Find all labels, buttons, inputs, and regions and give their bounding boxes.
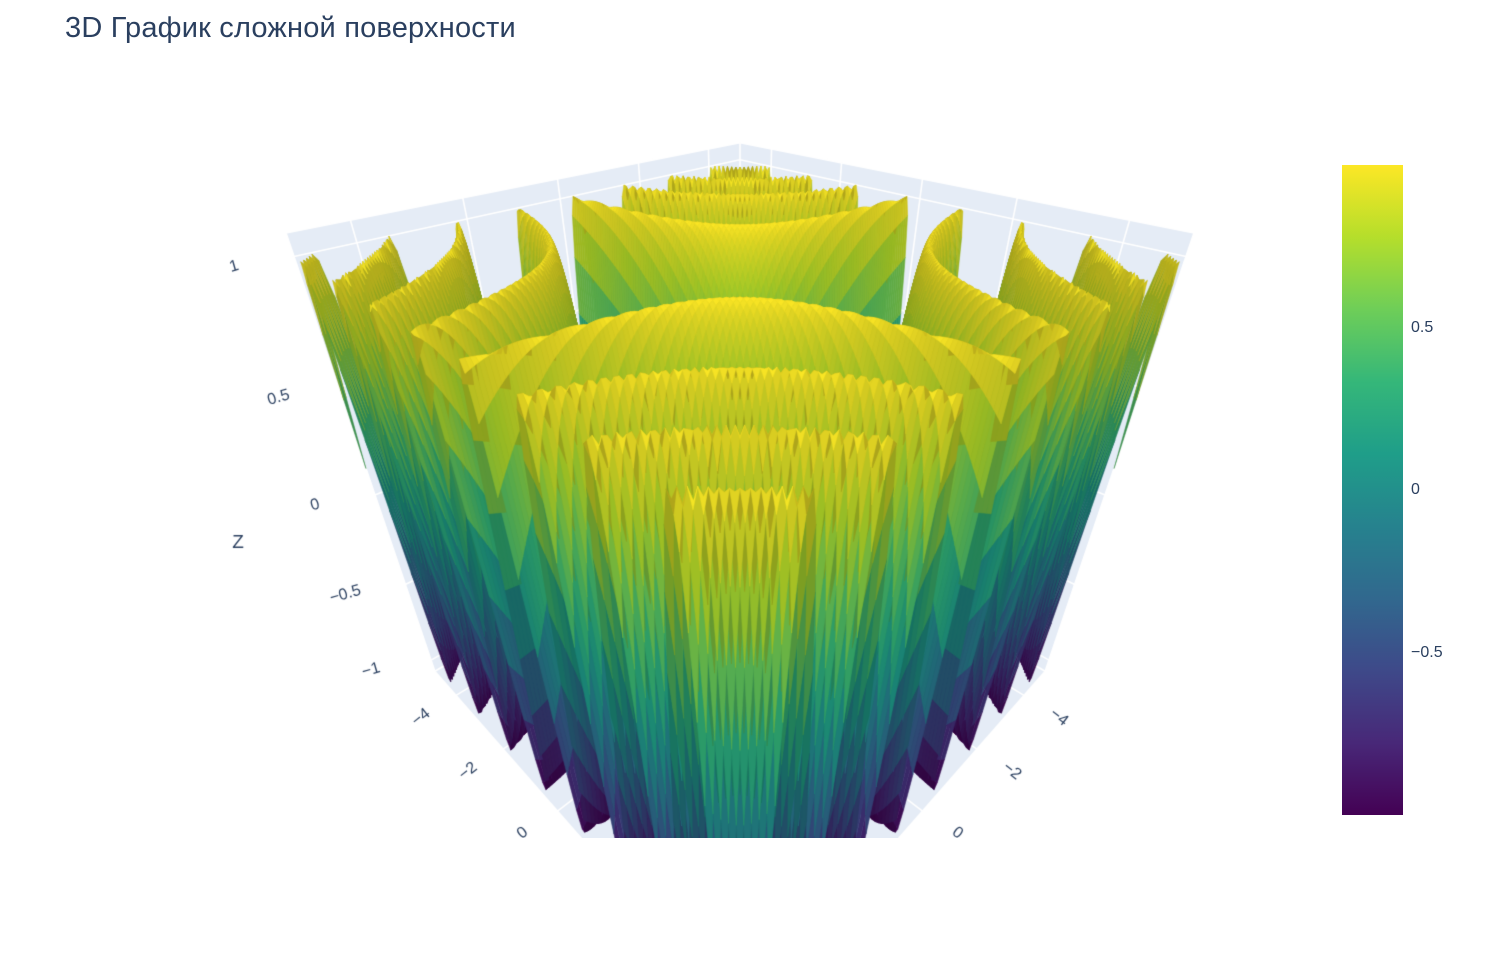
- colorbar: 0.5 0 −0.5: [1342, 165, 1482, 815]
- colorbar-gradient: [1342, 165, 1403, 815]
- colorbar-tick-label: 0: [1411, 481, 1420, 498]
- colorbar-tick-label: 0.5: [1411, 318, 1434, 336]
- chart-title: 3D График сложной поверхности: [65, 12, 516, 44]
- colorbar-tick-label: −0.5: [1411, 643, 1443, 661]
- surface-3d-scene[interactable]: [150, 90, 1300, 838]
